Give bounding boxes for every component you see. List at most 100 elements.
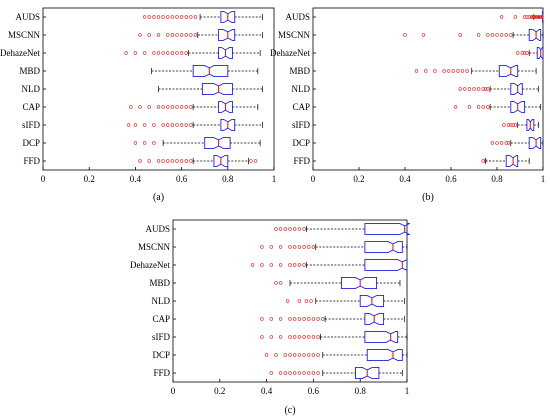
outlier-point	[147, 15, 151, 19]
outlier-point	[283, 371, 288, 375]
outlier-point	[269, 335, 273, 339]
outlier-point	[530, 15, 535, 19]
outlier-point	[481, 159, 485, 163]
notched-box	[218, 100, 233, 114]
box-mbd	[414, 64, 537, 78]
box-dcp	[264, 348, 408, 362]
outlier-point	[316, 353, 320, 357]
outlier-point	[511, 123, 515, 127]
outlier-point	[302, 335, 306, 339]
y-tick-label: MSCNN	[278, 30, 311, 40]
outlier-point	[283, 353, 288, 357]
outlier-point	[166, 33, 170, 37]
panel-label: (b)	[422, 192, 434, 203]
y-tick-label: NLD	[292, 84, 311, 94]
outlier-point	[147, 105, 151, 109]
outlier-point	[126, 123, 131, 127]
x-tick-label: 1	[541, 174, 546, 184]
box-nld	[285, 294, 406, 308]
outlier-point	[302, 353, 306, 357]
outlier-point	[156, 159, 161, 163]
y-tick-label: MBD	[19, 66, 40, 76]
outlier-point	[486, 87, 490, 91]
outlier-point	[316, 371, 320, 375]
outlier-point	[495, 141, 499, 145]
y-tick-label: MBD	[289, 66, 310, 76]
box-dcp	[133, 136, 261, 150]
outlier-point	[175, 33, 179, 37]
outlier-point	[472, 87, 476, 91]
y-tick-label: CAP	[152, 314, 170, 324]
outlier-point	[184, 33, 188, 37]
outlier-point	[476, 105, 481, 109]
y-tick-label: DCP	[152, 350, 170, 360]
x-tick-label: 0	[171, 386, 176, 396]
outlier-point	[302, 263, 306, 267]
outlier-point	[525, 51, 529, 55]
outlier-point	[483, 87, 488, 91]
outlier-point	[297, 245, 302, 249]
box-mscnn	[138, 28, 263, 42]
outlier-point	[269, 371, 273, 375]
box-auds	[274, 222, 410, 236]
box-nld	[458, 82, 539, 96]
outlier-point	[269, 317, 273, 321]
outlier-point	[142, 15, 147, 19]
outlier-point	[297, 371, 302, 375]
outlier-point	[534, 15, 538, 19]
outlier-point	[142, 141, 147, 145]
notched-box	[355, 366, 380, 380]
y-tick-label: CAP	[292, 102, 310, 112]
chart-panel-2: 0 0.2 0.4 0.6 0.8 1 AUDS MSCNN DehazeNet MBD NLD CA…	[270, 7, 546, 203]
outlier-point	[166, 123, 170, 127]
outlier-point	[467, 105, 472, 109]
y-tick-label: DCP	[22, 138, 40, 148]
outlier-point	[184, 51, 188, 55]
x-tick-label: 0	[41, 174, 46, 184]
y-tick-label: AUDS	[285, 12, 310, 22]
y-tick-label: DehazeNet	[130, 260, 170, 270]
y-tick-label: FFD	[23, 156, 40, 166]
x-tick-label: 0.2	[353, 174, 364, 184]
outlier-point	[184, 123, 188, 127]
outlier-point	[307, 371, 311, 375]
outlier-point	[161, 123, 165, 127]
outlier-point	[142, 123, 147, 127]
outlier-point	[297, 227, 302, 231]
notched-box	[220, 10, 236, 24]
outlier-point	[297, 335, 302, 339]
outlier-point	[311, 245, 316, 249]
outlier-point	[506, 123, 511, 127]
notched-box	[510, 100, 526, 114]
box-dcp	[490, 136, 544, 150]
outlier-point	[156, 105, 161, 109]
outlier-point	[529, 15, 534, 19]
outlier-point	[274, 353, 278, 357]
outlier-point	[486, 105, 490, 109]
notched-box	[213, 154, 229, 168]
outlier-point	[292, 263, 297, 267]
outlier-point	[170, 33, 175, 37]
outlier-point	[307, 317, 311, 321]
outlier-point	[253, 159, 258, 163]
panel-label: (c)	[284, 405, 295, 416]
outlier-point	[288, 227, 292, 231]
outlier-point	[161, 51, 165, 55]
box-ffd	[481, 154, 530, 168]
outlier-point	[189, 105, 193, 109]
notched-box	[364, 312, 385, 326]
x-tick-label: 0.6	[445, 174, 457, 184]
x-tick-label: 0.4	[399, 174, 411, 184]
outlier-point	[184, 105, 188, 109]
outlier-point	[316, 317, 320, 321]
outlier-point	[189, 33, 193, 37]
outlier-point	[481, 87, 485, 91]
outlier-point	[297, 317, 302, 321]
box-sifd	[502, 118, 539, 132]
outlier-point	[133, 123, 138, 127]
outlier-point	[156, 33, 161, 37]
outlier-point	[278, 335, 283, 339]
outlier-point	[311, 317, 316, 321]
outlier-point	[193, 15, 198, 19]
